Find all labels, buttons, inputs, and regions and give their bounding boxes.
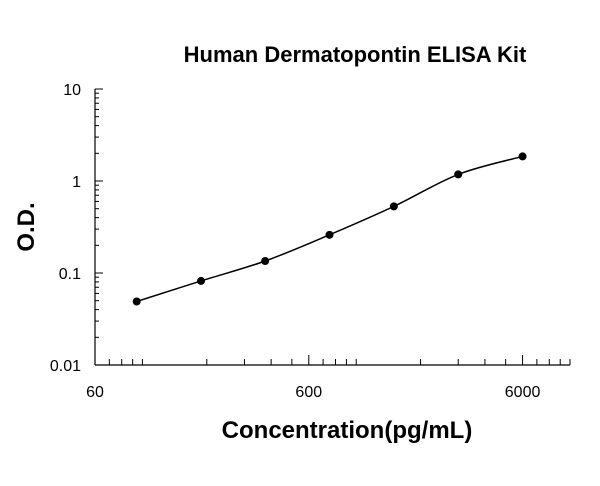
x-tick-label: 60 <box>86 384 104 401</box>
y-axis-label: O.D. <box>13 202 40 251</box>
data-point <box>261 257 270 266</box>
data-point <box>132 297 141 306</box>
data-point <box>518 152 527 161</box>
data-point <box>325 230 334 239</box>
y-tick-label: 0.1 <box>59 266 81 283</box>
fit-curve <box>136 155 523 303</box>
data-point <box>389 202 398 211</box>
axes <box>94 88 571 366</box>
y-tick-label: 1 <box>72 174 81 191</box>
x-tick-label: 6000 <box>505 384 541 401</box>
y-tick-label: 0.01 <box>50 358 81 375</box>
x-axis-label: Concentration(pg/mL) <box>222 417 473 444</box>
plot-area <box>132 152 527 306</box>
x-tick-label: 600 <box>295 384 322 401</box>
y-tick-label: 10 <box>63 82 81 99</box>
data-point <box>197 276 206 285</box>
tick-labels: 0.01 0.1 1 10 60 600 6000 <box>50 82 541 401</box>
chart-title: Human Dermatopontin ELISA Kit <box>184 42 527 67</box>
data-point <box>454 170 463 179</box>
